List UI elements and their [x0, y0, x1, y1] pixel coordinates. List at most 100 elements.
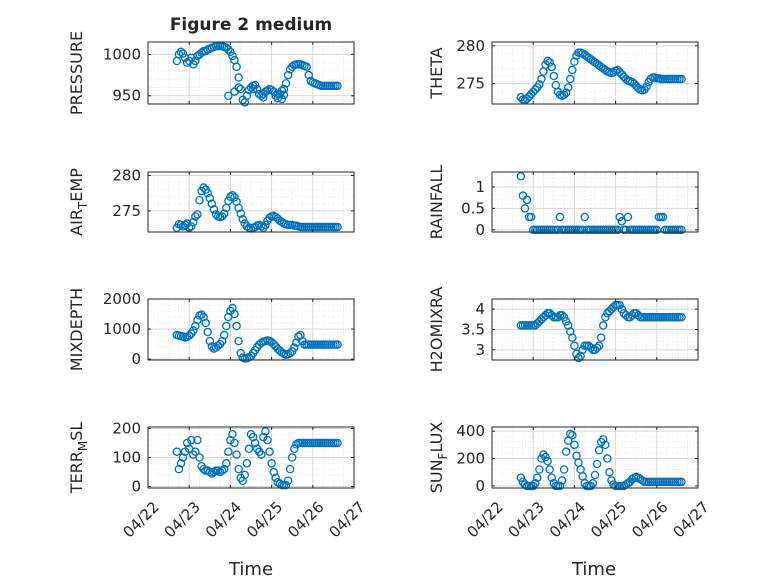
- data-point: [234, 336, 243, 346]
- y-tick-label: 950: [112, 87, 141, 105]
- data-point: [219, 330, 229, 340]
- y-tick-label: 400: [456, 422, 485, 440]
- data-point: [176, 459, 186, 468]
- data-point: [267, 85, 276, 95]
- data-point: [557, 476, 567, 485]
- data-point: [222, 459, 231, 468]
- data-point: [547, 473, 556, 482]
- data-point: [559, 90, 569, 100]
- data-point: [627, 311, 637, 320]
- y-tick-label: 275: [112, 202, 141, 220]
- data-point: [555, 212, 565, 222]
- data-point: [557, 311, 567, 320]
- subplot-h2omixra: 3 3.5 4 H2OMIXRA: [427, 287, 699, 372]
- data-point: [193, 435, 202, 445]
- data-point: [283, 476, 293, 485]
- data-point: [287, 453, 297, 462]
- data-point: [273, 89, 283, 99]
- data-point: [232, 321, 241, 331]
- data-point: [520, 204, 530, 213]
- data-point: [207, 199, 217, 209]
- data-point: [516, 473, 526, 482]
- data-point: [248, 432, 258, 442]
- data-point: [222, 321, 231, 331]
- x-tick-label: 04/27: [669, 498, 712, 541]
- y-tick-label: 280: [456, 37, 485, 55]
- data-point: [333, 81, 342, 91]
- data-point: [658, 212, 668, 222]
- y-tick-label: 3: [475, 341, 485, 359]
- data-point: [176, 47, 186, 57]
- data-point: [209, 205, 219, 214]
- x-tick-label: 04/24: [546, 498, 589, 541]
- data-point: [195, 195, 204, 205]
- data-point: [566, 74, 575, 84]
- data-point: [228, 51, 237, 61]
- y-axis-label: PRESSURE: [67, 31, 86, 115]
- data-point: [627, 474, 637, 484]
- y-axis-label: MIXDEPTH: [67, 288, 86, 371]
- data-point: [203, 327, 212, 337]
- data-point: [261, 427, 270, 436]
- x-tick-label: 04/25: [243, 498, 286, 541]
- data-point: [234, 73, 243, 82]
- data-point: [578, 225, 587, 235]
- data-point: [522, 195, 532, 205]
- data-point: [572, 349, 581, 359]
- data-point: [638, 476, 647, 485]
- data-point: [596, 333, 606, 342]
- data-point: [609, 67, 618, 77]
- data-point: [178, 49, 188, 58]
- xlabel-left: Time: [228, 559, 273, 580]
- y-axis-label: SUNFLUX: [427, 422, 450, 494]
- data-point: [333, 438, 342, 448]
- data-point: [201, 318, 210, 328]
- y-axis-label: TERRMSL: [67, 422, 90, 495]
- data-point: [621, 225, 631, 235]
- axes-box: [147, 41, 355, 105]
- data-point: [277, 94, 287, 104]
- data-point: [178, 453, 188, 462]
- data-point: [191, 212, 200, 221]
- data-point: [238, 215, 248, 224]
- y-tick-label: 0: [475, 477, 485, 495]
- data-point: [563, 83, 573, 92]
- y-tick-label: 100: [112, 449, 141, 467]
- minor-grid: [491, 172, 699, 232]
- data-point: [232, 62, 241, 72]
- data-point: [543, 457, 552, 466]
- subplot-rainfall: 0 0.5 1 RAINFALL: [427, 165, 699, 239]
- data-point: [184, 331, 194, 340]
- data-point: [601, 440, 610, 450]
- data-point: [230, 193, 239, 202]
- data-point: [174, 464, 184, 474]
- data-point: [570, 440, 579, 450]
- data-point: [187, 435, 196, 445]
- data-point: [677, 313, 686, 322]
- axes-box: [491, 41, 699, 105]
- data-point: [187, 222, 196, 231]
- data-point: [182, 58, 192, 67]
- y-tick-label: 200: [456, 450, 485, 468]
- data-point: [205, 467, 215, 477]
- data-point: [561, 88, 571, 97]
- data-point: [250, 222, 260, 232]
- data-point: [271, 473, 280, 483]
- y-tick-label: 275: [456, 75, 485, 93]
- data-point: [677, 477, 686, 487]
- data-point: [561, 317, 571, 326]
- y-tick-label: 4: [475, 300, 485, 318]
- x-tick-label: 04/24: [202, 498, 245, 541]
- data-point: [559, 465, 569, 474]
- data-point: [257, 450, 266, 459]
- y-tick-label: 1000: [103, 45, 141, 63]
- data-point: [217, 466, 227, 475]
- x-tick-label: 04/25: [587, 498, 630, 541]
- data-point: [531, 478, 540, 488]
- data-point: [269, 467, 278, 477]
- y-tick-label: 0: [131, 350, 141, 368]
- data-point: [263, 86, 272, 96]
